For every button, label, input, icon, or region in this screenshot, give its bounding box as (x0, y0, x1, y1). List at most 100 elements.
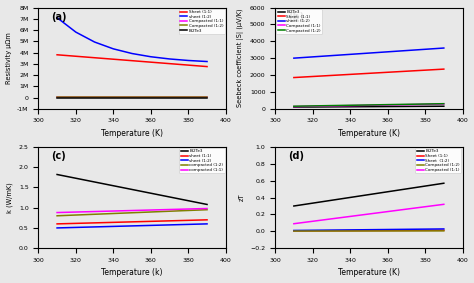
X-axis label: Temperature (K): Temperature (K) (101, 129, 163, 138)
Bi2Te3 (366, 193, 372, 196)
Compacted (1:1) (366, 104, 372, 107)
Line: sheet: (1:2): sheet: (1:2) (294, 48, 444, 58)
X-axis label: Temperature (k): Temperature (k) (101, 269, 163, 277)
Bi2Te3 (403, 105, 409, 108)
Bi2Te3 (441, 181, 447, 185)
Line: Compacted (1:2): Compacted (1:2) (294, 104, 444, 106)
Bi2Te3 (310, 201, 316, 205)
Bi2Te3 (422, 105, 428, 108)
Sheet  (1:2) (291, 229, 297, 232)
Sheet (1:1) (310, 229, 316, 233)
sheet: (1:2): (320, 3.08e+03): (1:2): (320, 3.08e+03) (310, 55, 316, 59)
Bi2Te3 (167, 195, 173, 199)
Compacted (1:2) (385, 229, 391, 233)
sheet (1:2) (73, 226, 79, 229)
Sheet  (1:2) (366, 228, 372, 231)
Bi2Te3 (129, 96, 135, 99)
Compacted (1:1) (366, 212, 372, 216)
Bi2Te3 (92, 180, 98, 184)
Bi2Te3 (73, 96, 79, 99)
Line: Bi2Te3: Bi2Te3 (57, 175, 207, 204)
compacted (1:1) (129, 209, 135, 212)
sheet (1:1) (148, 220, 154, 223)
Compacted (1:1) (110, 96, 116, 99)
compacted (1:2) (148, 210, 154, 214)
Compacted (1:2) (129, 96, 135, 99)
Sheet: (1:1): (330, 1.98e+03): (1:1): (330, 1.98e+03) (328, 74, 334, 77)
Compacted (1:2) (347, 229, 353, 233)
Bi2Te3 (328, 105, 334, 109)
sheet (1:2) (54, 16, 60, 19)
Compacted (1:2) (422, 102, 428, 106)
Legend: Bi2Te3, Sheet: (1:1), sheet: (1:2), Compacted (1:1), Compacted (1:2): Bi2Te3, Sheet: (1:1), sheet: (1:2), Comp… (276, 9, 322, 34)
compacted (1:2) (92, 213, 98, 216)
compacted (1:1) (73, 210, 79, 214)
Compacted (1:1) (185, 96, 191, 99)
Sheet: (1:1): (360, 2.16e+03): (1:1): (360, 2.16e+03) (385, 70, 391, 74)
sheet (1:1) (167, 219, 173, 222)
sheet (1:2) (129, 52, 135, 55)
sheet (1:2) (167, 223, 173, 227)
sheet (1:1) (129, 220, 135, 224)
Y-axis label: Seebeck coefficient |S| (μV/K): Seebeck coefficient |S| (μV/K) (237, 9, 244, 108)
Sheet  (1:2) (328, 228, 334, 232)
Sheet (1:1) (441, 229, 447, 232)
sheet (1:2) (185, 59, 191, 62)
Line: compacted (1:1): compacted (1:1) (57, 209, 207, 213)
Compacted (1:1) (328, 104, 334, 108)
Compacted (1:1) (441, 203, 447, 206)
Compacted (1:1) (385, 210, 391, 213)
Compacted (1:1) (328, 217, 334, 220)
Bi2Te3 (54, 96, 60, 99)
sheet: (1:2): (330, 3.15e+03): (1:2): (330, 3.15e+03) (328, 54, 334, 57)
Bi2Te3 (422, 185, 428, 188)
Sheet  (1:2) (385, 228, 391, 231)
Y-axis label: zT: zT (239, 194, 245, 201)
sheet (1:2) (110, 47, 116, 51)
sheet (1:2) (92, 40, 98, 44)
Sheet (1:1) (422, 229, 428, 232)
Line: Compacted (1:1): Compacted (1:1) (294, 204, 444, 224)
Sheet (1:1) (204, 65, 210, 68)
Sheet (1:1) (110, 57, 116, 61)
Compacted (1:1) (385, 103, 391, 107)
Bi2Te3 (204, 203, 210, 206)
Y-axis label: k (W/mK): k (W/mK) (7, 182, 13, 213)
sheet: (1:2): (370, 3.45e+03): (1:2): (370, 3.45e+03) (403, 49, 409, 52)
Text: (a): (a) (52, 12, 67, 22)
compacted (1:1) (54, 211, 60, 214)
compacted (1:2) (185, 209, 191, 212)
Compacted (1:1) (129, 96, 135, 99)
Sheet (1:1) (54, 53, 60, 57)
X-axis label: Temperature (K): Temperature (K) (338, 269, 400, 277)
Bi2Te3 (291, 105, 297, 109)
Line: compacted (1:2): compacted (1:2) (57, 210, 207, 216)
Compacted (1:2) (366, 229, 372, 233)
Line: sheet (1:2): sheet (1:2) (57, 18, 207, 61)
Sheet: (1:1): (350, 2.1e+03): (1:1): (350, 2.1e+03) (366, 72, 372, 75)
Compacted (1:1) (347, 104, 353, 107)
Bi2Te3 (441, 104, 447, 108)
Compacted (1:2) (73, 96, 79, 99)
Line: Bi2Te3: Bi2Te3 (294, 183, 444, 206)
Bi2Te3 (347, 105, 353, 108)
Sheet (1:1) (291, 229, 297, 233)
sheet (1:1) (73, 222, 79, 225)
Compacted (1:2) (366, 103, 372, 107)
Compacted (1:2) (92, 96, 98, 99)
Compacted (1:1) (310, 220, 316, 223)
Text: (d): (d) (288, 151, 304, 161)
Line: sheet (1:2): sheet (1:2) (57, 224, 207, 228)
Line: Sheet (1:1): Sheet (1:1) (294, 230, 444, 231)
Line: sheet (1:1): sheet (1:1) (57, 220, 207, 224)
Sheet: (1:1): (380, 2.29e+03): (1:1): (380, 2.29e+03) (422, 68, 428, 72)
Compacted (1:1) (441, 102, 447, 106)
Compacted (1:2) (204, 96, 210, 99)
sheet: (1:2): (390, 3.6e+03): (1:2): (390, 3.6e+03) (441, 46, 447, 50)
Sheet: (1:1): (370, 2.22e+03): (1:1): (370, 2.22e+03) (403, 70, 409, 73)
Sheet (1:1) (73, 55, 79, 58)
Bi2Te3 (110, 96, 116, 99)
Line: Compacted (1:1): Compacted (1:1) (294, 104, 444, 107)
Compacted (1:1) (422, 103, 428, 106)
Compacted (1:2) (347, 104, 353, 107)
